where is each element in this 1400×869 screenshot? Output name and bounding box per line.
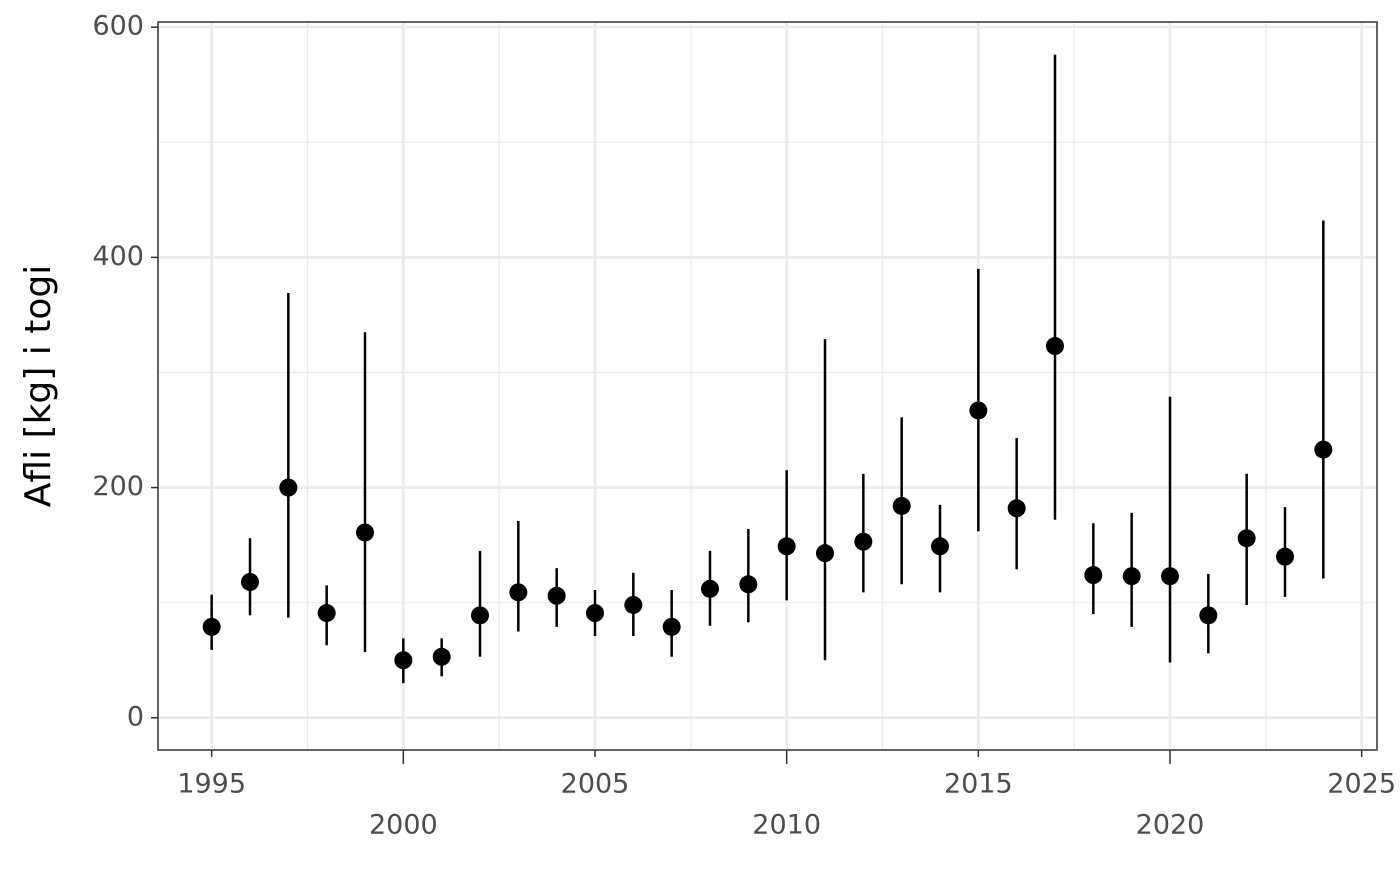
point [739, 575, 758, 594]
point [1314, 440, 1333, 459]
panel-border [157, 21, 1378, 751]
point [854, 532, 873, 551]
point [1122, 567, 1141, 586]
point [279, 478, 298, 497]
point [662, 617, 681, 636]
point [931, 537, 949, 556]
point [317, 604, 336, 623]
point [1007, 499, 1026, 518]
point [202, 617, 221, 636]
point [356, 523, 374, 542]
point [394, 651, 413, 670]
y-tick-label: 600 [92, 11, 144, 42]
point [624, 595, 643, 614]
point [701, 579, 719, 598]
x-tick-label: 1995 [177, 769, 246, 800]
point [509, 583, 528, 602]
x-tick-label: 2020 [1136, 810, 1205, 841]
point [892, 496, 911, 515]
y-tick-label: 0 [127, 701, 144, 732]
x-tick-label: 2015 [944, 769, 1013, 800]
x-tick-label: 2005 [561, 769, 630, 800]
point [1084, 566, 1103, 585]
y-tick-label: 200 [92, 471, 144, 502]
point [1276, 547, 1294, 566]
point [1199, 606, 1218, 625]
point [586, 604, 604, 623]
point [547, 586, 566, 605]
point [1161, 567, 1179, 586]
point [816, 544, 834, 563]
point [777, 537, 796, 556]
point [432, 647, 451, 666]
point [1046, 337, 1064, 356]
point [471, 606, 489, 625]
point [241, 572, 259, 591]
point [969, 401, 988, 420]
marks [202, 54, 1333, 684]
point [1237, 529, 1256, 548]
y-tick-label: 400 [92, 241, 144, 272]
x-tick-label: 2000 [369, 810, 438, 841]
x-tick-label: 2025 [1327, 769, 1396, 800]
x-tick-label: 2010 [752, 810, 821, 841]
y-axis-label: Afli [kg] i togi [18, 265, 59, 507]
